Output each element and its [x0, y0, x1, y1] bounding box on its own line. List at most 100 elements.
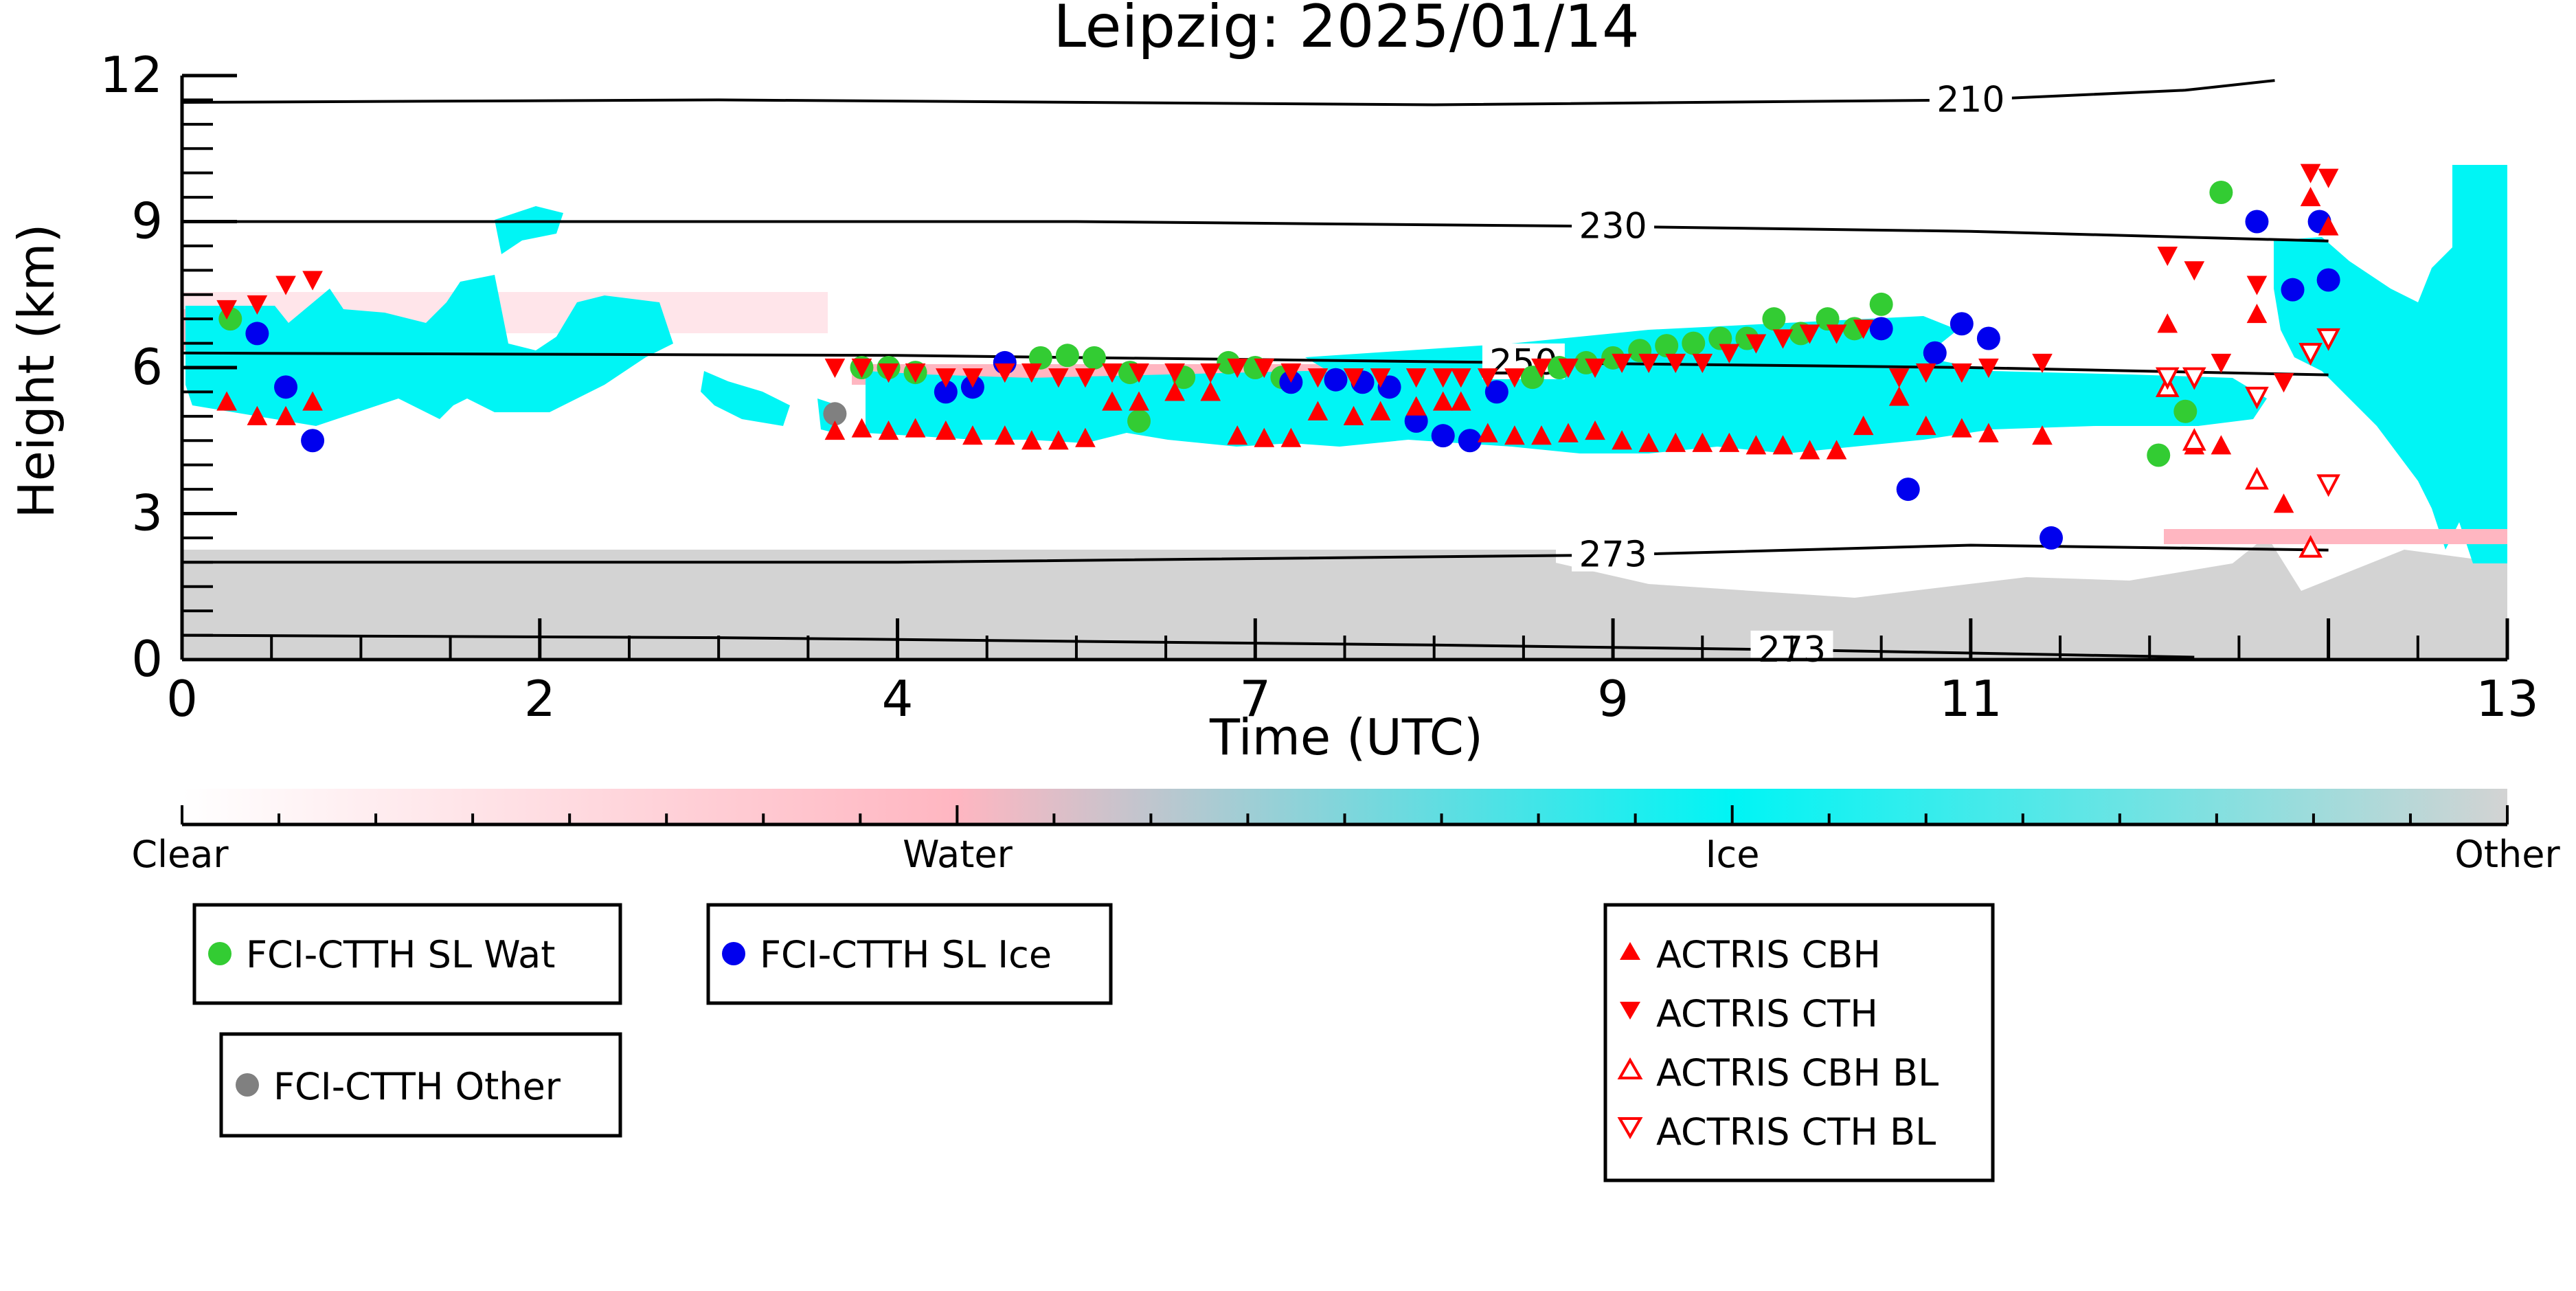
actris-cth-marker	[2273, 373, 2294, 393]
x-tick-label: 0	[166, 670, 198, 728]
actris-cbh-marker	[1719, 432, 1740, 452]
actris-cth-marker	[1405, 368, 1427, 388]
actris-cth-marker	[2184, 261, 2205, 281]
legend-marker-cth-bl	[1617, 1117, 1643, 1140]
fci-ctth-sl-wat-marker	[1055, 344, 1079, 368]
legend-marker-wat	[208, 942, 231, 965]
ice-cloud-block-1	[185, 275, 673, 426]
actris-cbh-marker	[1200, 381, 1221, 401]
other-shading-region	[182, 550, 1556, 660]
actris-cbh-marker	[1978, 423, 1999, 442]
actris-cth-marker	[1915, 363, 1936, 383]
fci-ctth-sl-wat-marker	[1655, 334, 1679, 358]
actris-cbh-marker	[2032, 425, 2053, 445]
fci-ctth-sl-ice-marker	[2316, 268, 2340, 292]
actris-cth-marker	[1612, 353, 1632, 373]
legend-box-actris: ACTRIS CBH ACTRIS CTH ACTRIS CBH BL ACTR…	[1603, 903, 1995, 1182]
actris-cth-bl-marker	[2245, 386, 2269, 409]
actris-cth-marker	[2032, 353, 2053, 373]
x-tick-label: 7	[1239, 670, 1271, 728]
fci-ctth-sl-ice-marker	[1869, 317, 1893, 341]
fci-ctth-sl-ice-marker	[1458, 429, 1482, 453]
actris-cth-marker	[1075, 368, 1096, 388]
ice-cloud-fragment-2	[701, 371, 790, 426]
fci-ctth-sl-wat-marker	[1762, 307, 1786, 331]
legend-marker-other	[236, 1073, 259, 1097]
actris-cbh-marker	[1853, 415, 1874, 436]
actris-cth-marker	[1343, 368, 1364, 388]
legend-label-ice: FCI-CTTH SL Ice	[760, 933, 1052, 976]
legend-label-cth: ACTRIS CTH	[1656, 992, 1878, 1035]
fci-ctth-sl-wat-marker	[2209, 181, 2233, 204]
actris-cbh-marker	[1164, 381, 1185, 401]
actris-cbh-marker	[1665, 432, 1686, 452]
fci-ctth-sl-ice-marker	[245, 322, 269, 346]
actris-cbh-marker	[1504, 425, 1525, 445]
fci-ctth-other-marker	[823, 402, 847, 426]
actris-cbh-marker	[1772, 435, 1794, 455]
water-layer-right	[2164, 529, 2507, 544]
fci-ctth-sl-ice-marker	[2245, 210, 2269, 234]
actris-cth-marker	[1254, 358, 1275, 379]
colorbar-label-other: Other	[2454, 833, 2560, 876]
actris-cbh-marker	[1585, 420, 1605, 440]
actris-cbh-marker	[1745, 435, 1767, 455]
actris-cth-marker	[302, 271, 323, 291]
fci-ctth-sl-wat-marker	[1082, 346, 1106, 370]
actris-cbh-bl-marker	[2245, 467, 2269, 490]
fci-ctth-sl-ice-marker	[2040, 526, 2064, 550]
actris-cbh-marker	[1343, 405, 1364, 425]
actris-cbh-marker	[878, 420, 899, 440]
legend-marker-cbh-bl	[1617, 1057, 1643, 1079]
actris-cth-marker	[905, 363, 926, 383]
x-tick-label: 11	[1939, 670, 2002, 728]
fci-ctth-sl-ice-marker	[1896, 478, 1920, 502]
actris-cbh-marker	[1075, 427, 1096, 447]
isotherm-label: 273	[1579, 535, 1647, 576]
actris-cbh-marker	[1370, 401, 1391, 420]
chart-title: Leipzig: 2025/01/14	[1053, 0, 1639, 61]
isotherm-label-bg	[1572, 207, 1655, 243]
legend-box-wat: FCI-CTTH SL Wat	[192, 903, 622, 1005]
colorbar-ticks	[181, 805, 2509, 827]
fci-ctth-sl-ice-marker	[1324, 368, 1348, 392]
legend-marker-ice	[722, 942, 745, 965]
y-tick-label: 3	[131, 484, 163, 542]
fci-ctth-sl-ice-marker	[301, 429, 325, 453]
actris-cth-bl-marker	[2182, 367, 2206, 390]
actris-cbh-marker	[1102, 391, 1122, 411]
actris-cbh-marker	[2273, 493, 2294, 513]
actris-cbh-marker	[1280, 427, 1302, 447]
actris-cth-marker	[1280, 363, 1302, 383]
actris-cbh-marker	[962, 425, 983, 445]
x-tick-label: 2	[524, 670, 556, 728]
colorbar-label-clear: Clear	[131, 833, 229, 876]
actris-cth-marker	[994, 363, 1015, 383]
actris-cth-marker	[1432, 368, 1454, 388]
actris-cth-marker	[962, 368, 983, 388]
actris-cth-marker	[1719, 344, 1740, 363]
actris-cbh-marker	[1405, 396, 1427, 416]
actris-cbh-marker	[1692, 432, 1713, 452]
ice-cloud-block-4	[2274, 165, 2507, 563]
actris-cbh-marker	[1531, 425, 1552, 445]
fci-ctth-sl-ice-marker	[1484, 380, 1509, 404]
actris-cbh-marker	[824, 420, 846, 440]
legend-label-other: FCI-CTTH Other	[273, 1065, 561, 1108]
isotherm-label: 230	[1579, 206, 1647, 247]
legend-box-other: FCI-CTTH Other	[219, 1032, 622, 1138]
actris-cth-marker	[1102, 363, 1122, 383]
y-tick-label: 0	[131, 630, 163, 688]
legend-frame	[219, 1032, 622, 1138]
actris-cth-marker	[936, 368, 956, 388]
actris-cbh-marker	[1612, 430, 1632, 450]
actris-cth-marker	[1021, 363, 1042, 383]
actris-cbh-marker	[216, 391, 237, 411]
fci-ctth-sl-ice-marker	[1976, 326, 2000, 350]
actris-cbh-marker	[2246, 304, 2268, 324]
x-tick-label: 4	[882, 670, 914, 728]
fci-ctth-sl-ice-marker	[934, 380, 958, 404]
actris-cbh-marker	[275, 405, 296, 425]
actris-cbh-marker	[936, 420, 956, 440]
actris-cbh-marker	[1888, 386, 1910, 406]
